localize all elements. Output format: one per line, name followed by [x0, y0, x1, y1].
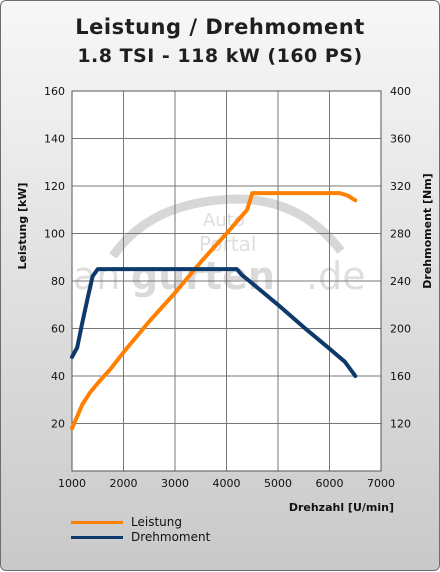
watermark-text-c: .de [306, 254, 366, 298]
x-tick-label: 6000 [316, 477, 344, 490]
legend-swatch-drehmoment [71, 535, 123, 539]
watermark-car-icon [109, 194, 345, 259]
y-tick-label-left: 40 [51, 370, 65, 383]
x-tick-label: 3000 [161, 477, 189, 490]
x-tick-label: 4000 [213, 477, 241, 490]
y-axis-label-right: Drehmoment [Nm] [421, 173, 434, 288]
y-tick-label-right: 200 [390, 323, 411, 336]
legend-item-drehmoment: Drehmoment [71, 529, 210, 545]
chart-title: Leistung / Drehmoment [75, 15, 365, 39]
y-tick-label-right: 280 [390, 228, 411, 241]
y-tick-label-left: 160 [44, 85, 65, 98]
x-tick-label: 1000 [58, 477, 86, 490]
watermark-text-a: an [73, 254, 120, 298]
series-line-drehmoment [70, 267, 358, 378]
x-axis-label: Drehzahl [U/min] [289, 501, 394, 514]
x-tick-label: 2000 [110, 477, 138, 490]
y-tick-label-right: 320 [390, 180, 411, 193]
y-tick-label-left: 80 [51, 275, 65, 288]
y-tick-label-left: 20 [51, 418, 65, 431]
x-tick-label: 5000 [264, 477, 292, 490]
legend-swatch-leistung [71, 520, 123, 524]
plot-border [71, 90, 382, 472]
y-axis-label-left: Leistung [kW] [16, 183, 29, 270]
series-line-leistung [70, 191, 358, 431]
legend-item-leistung: Leistung [71, 514, 182, 530]
y-tick-label-right: 120 [390, 418, 411, 431]
chart-subtitle: 1.8 TSI - 118 kW (160 PS) [77, 45, 363, 67]
legend-label-drehmoment: Drehmoment [131, 530, 211, 544]
legend-label-leistung: Leistung [131, 515, 182, 529]
y-tick-label-left: 60 [51, 323, 65, 336]
y-tick-label-left: 140 [44, 133, 65, 146]
y-tick-label-left: 100 [44, 228, 65, 241]
y-tick-label-right: 360 [390, 133, 411, 146]
y-tick-label-right: 160 [390, 370, 411, 383]
y-tick-label-right: 240 [390, 275, 411, 288]
y-tick-label-left: 120 [44, 180, 65, 193]
x-tick-label: 7000 [367, 477, 395, 490]
y-tick-label-right: 400 [390, 85, 411, 98]
